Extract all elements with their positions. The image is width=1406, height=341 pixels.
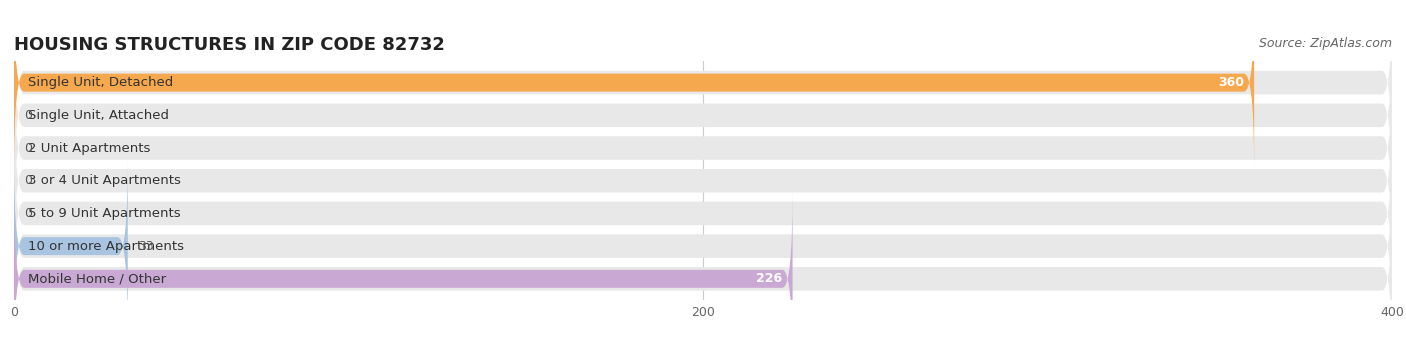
Text: Single Unit, Detached: Single Unit, Detached bbox=[28, 76, 173, 89]
Text: 3 or 4 Unit Apartments: 3 or 4 Unit Apartments bbox=[28, 174, 181, 187]
Text: 2 Unit Apartments: 2 Unit Apartments bbox=[28, 142, 150, 154]
FancyBboxPatch shape bbox=[14, 192, 793, 341]
FancyBboxPatch shape bbox=[14, 129, 1392, 298]
FancyBboxPatch shape bbox=[14, 97, 1392, 265]
FancyBboxPatch shape bbox=[14, 162, 1392, 330]
FancyBboxPatch shape bbox=[14, 64, 1392, 232]
Text: 5 to 9 Unit Apartments: 5 to 9 Unit Apartments bbox=[28, 207, 180, 220]
Text: 360: 360 bbox=[1218, 76, 1244, 89]
FancyBboxPatch shape bbox=[14, 195, 1392, 341]
FancyBboxPatch shape bbox=[14, 159, 128, 333]
Text: 10 or more Apartments: 10 or more Apartments bbox=[28, 240, 184, 253]
Text: 0: 0 bbox=[24, 207, 32, 220]
Text: 0: 0 bbox=[24, 109, 32, 122]
Text: Mobile Home / Other: Mobile Home / Other bbox=[28, 272, 166, 285]
FancyBboxPatch shape bbox=[14, 0, 1392, 167]
Text: HOUSING STRUCTURES IN ZIP CODE 82732: HOUSING STRUCTURES IN ZIP CODE 82732 bbox=[14, 36, 444, 54]
FancyBboxPatch shape bbox=[14, 31, 1392, 199]
Text: 33: 33 bbox=[138, 240, 153, 253]
Text: Single Unit, Attached: Single Unit, Attached bbox=[28, 109, 169, 122]
Text: 226: 226 bbox=[756, 272, 782, 285]
Text: 0: 0 bbox=[24, 142, 32, 154]
FancyBboxPatch shape bbox=[14, 0, 1254, 170]
Text: 0: 0 bbox=[24, 174, 32, 187]
Text: Source: ZipAtlas.com: Source: ZipAtlas.com bbox=[1258, 37, 1392, 50]
